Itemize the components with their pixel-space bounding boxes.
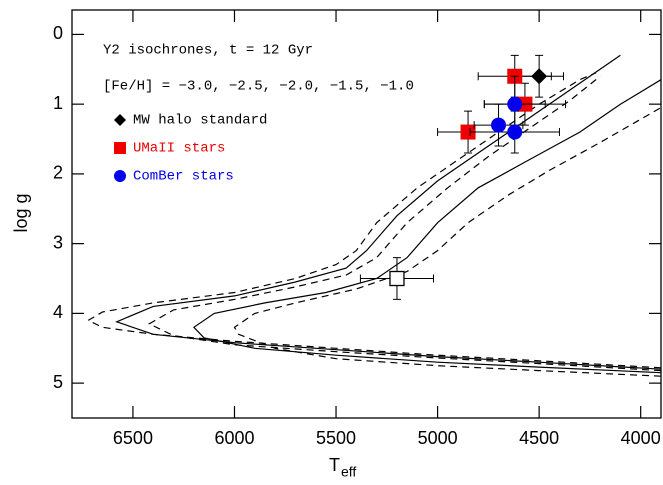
- y-tick-label: 5: [53, 372, 63, 392]
- marker: [491, 117, 507, 133]
- y-tick-label: 3: [53, 232, 63, 252]
- marker: [460, 124, 476, 140]
- y-tick-label: 1: [53, 93, 63, 113]
- legend-label: MW halo standard: [133, 113, 267, 129]
- y-axis-label: log g: [11, 193, 31, 232]
- marker: [507, 96, 523, 112]
- x-axis-label-subscript: eff: [341, 464, 356, 480]
- legend-label: ComBer stars: [133, 169, 234, 185]
- isochrone: [147, 75, 662, 372]
- x-tick-label: 5500: [316, 428, 356, 448]
- legend-marker: [114, 114, 126, 126]
- annotation: [Fe/H] = −3.0, −2.5, −2.0, −1.5, −1.0: [103, 79, 414, 95]
- x-tick-label: 4000: [621, 428, 661, 448]
- plot-frame: [71, 9, 662, 419]
- legend-marker: [114, 170, 126, 182]
- annotation: Y2 isochrones, t = 12 Gyr: [103, 43, 313, 59]
- isochrone: [233, 107, 662, 377]
- x-tick-label: 6000: [214, 428, 254, 448]
- x-tick-label: 5000: [418, 428, 458, 448]
- y-tick-label: 0: [53, 23, 63, 43]
- isochrone: [192, 79, 662, 374]
- y-tick-label: 4: [53, 302, 63, 322]
- legend-label: UMaII stars: [133, 141, 225, 157]
- legend-marker: [114, 142, 126, 154]
- isochrone: [86, 72, 662, 369]
- marker: [389, 270, 405, 287]
- x-tick-label: 6500: [113, 428, 153, 448]
- marker: [507, 124, 523, 140]
- x-axis-label: T: [329, 455, 340, 475]
- y-tick-label: 2: [53, 163, 63, 183]
- x-tick-label: 4500: [519, 428, 559, 448]
